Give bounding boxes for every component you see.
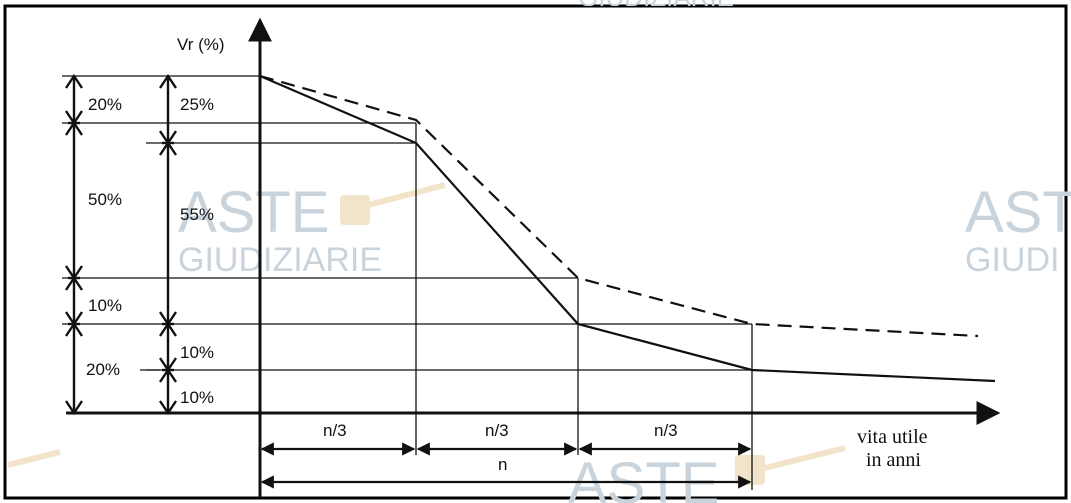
watermark-brand-bottom: ASTE xyxy=(568,451,720,503)
watermark-subtitle-left: GIUDIZIARIE xyxy=(178,241,382,279)
left-scale-label: 10% xyxy=(88,296,122,315)
right-scale-label: 10% xyxy=(180,343,214,362)
left-scale-label: 20% xyxy=(88,95,122,114)
interval-label: n/3 xyxy=(654,421,678,440)
right-scale-label: 55% xyxy=(180,205,214,224)
interval-label: n/3 xyxy=(323,421,347,440)
interval-label: n/3 xyxy=(485,421,509,440)
left-scale xyxy=(65,73,83,416)
left-scale-label: 50% xyxy=(88,190,122,209)
interval-total-label: n xyxy=(498,455,507,474)
watermark-brand-left: ASTE xyxy=(178,180,330,245)
watermark-brand-right: ASTE xyxy=(965,180,1071,245)
gavel-handle-icon xyxy=(7,449,61,468)
gavel-icon xyxy=(340,182,446,225)
interval-arrows xyxy=(260,442,752,489)
watermark-subtitle-right: GIUDI xyxy=(965,241,1059,279)
watermark: GIUDIZIARIE ASTE GIUDIZIARIE ASTE GIUDI … xyxy=(7,0,1071,503)
right-scale-label: 10% xyxy=(180,388,214,407)
reference-lines xyxy=(62,75,753,490)
x-axis-label-line1: vita utile xyxy=(857,426,928,448)
x-axis-label-line2: in anni xyxy=(866,449,921,471)
right-scale xyxy=(159,73,177,416)
diagram-frame xyxy=(3,4,1068,500)
right-scale-label: 25% xyxy=(180,95,214,114)
watermark-subtitle-top: GIUDIZIARIE xyxy=(578,0,734,12)
y-axis-label: Vr (%) xyxy=(177,35,225,54)
series-dashed-line xyxy=(259,74,979,338)
series-solid-line xyxy=(259,74,996,383)
left-scale-label: 20% xyxy=(86,360,120,379)
